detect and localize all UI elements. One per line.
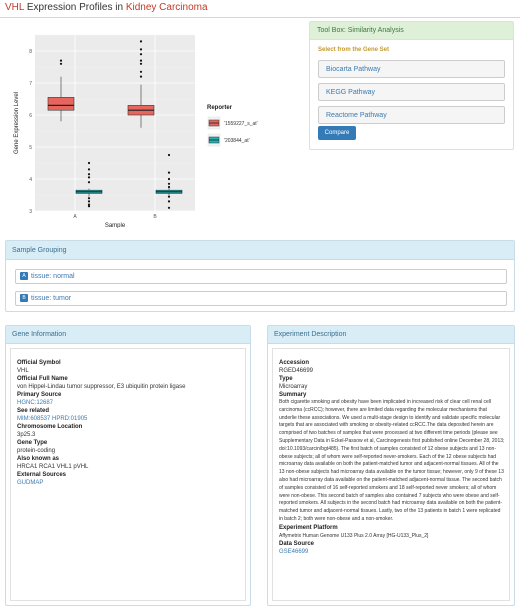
y-axis-label: Gene Expression Level <box>14 92 20 154</box>
outlier-point <box>87 161 91 165</box>
outlier-point <box>59 59 63 62</box>
reactome-pathway-button[interactable]: Reactome Pathway <box>318 106 505 124</box>
outlier-point <box>87 176 91 179</box>
outlier-point <box>87 181 91 184</box>
also-known-label: Also known as <box>17 456 60 462</box>
full-name: von Hippel-Lindau tumor suppressor, E3 u… <box>17 384 186 390</box>
external-source-link[interactable]: GUDMAP <box>17 480 44 486</box>
y-tick-label: 3 <box>29 209 32 215</box>
platform: Affymetrix Human Genome U133 Plus 2.0 Ar… <box>279 532 429 539</box>
type-label: Type <box>279 376 293 382</box>
outlier-point <box>139 40 143 43</box>
data-source-link[interactable]: GSE46699 <box>279 548 309 555</box>
compare-button[interactable]: Compare <box>318 126 356 140</box>
chromosome-location: 3p25.3 <box>17 432 36 438</box>
accession: RGED46699 <box>279 368 314 374</box>
outlier-point <box>167 200 171 203</box>
plot-background <box>35 35 195 211</box>
outlier-point <box>167 182 171 185</box>
outlier-point <box>87 205 91 208</box>
outlier-point <box>139 48 143 51</box>
kegg-pathway-button[interactable]: KEGG Pathway <box>318 83 505 101</box>
gene-type-label: Gene Type <box>17 440 48 446</box>
outlier-point <box>167 153 171 157</box>
official-symbol: VHL <box>17 368 29 374</box>
official-symbol-label: Official Symbol <box>17 360 61 366</box>
biocarta-pathway-button[interactable]: Biocarta Pathway <box>318 60 505 78</box>
y-tick-label: 7 <box>29 81 32 87</box>
x-tick-label: A <box>73 214 77 220</box>
y-tick-label: 6 <box>29 113 32 119</box>
title-middle: Expression Profiles in <box>24 2 126 13</box>
outlier-point <box>139 62 143 65</box>
gene-name: VHL <box>5 2 25 13</box>
legend-label: '1559227_s_at' <box>224 121 258 127</box>
group-label: tissue: normal <box>31 273 75 280</box>
gene-information-body: Official Symbol VHL Official Full Name v… <box>10 348 246 601</box>
outlier-point <box>139 75 143 78</box>
outlier-point <box>87 203 91 206</box>
platform-label: Experiment Platform <box>279 524 338 531</box>
box <box>47 97 75 111</box>
group-badge: B <box>20 294 28 302</box>
gene-type: protein-coding <box>17 448 56 454</box>
outlier-point <box>87 200 91 203</box>
data-source-label: Data Source <box>279 540 315 547</box>
experiment-type: Microarray <box>279 384 308 390</box>
outlier-point <box>139 53 143 56</box>
page-title: VHL Expression Profiles in Kidney Carcin… <box>5 2 208 13</box>
also-known: HRCA1 RCA1 VHL1 pVHL <box>17 464 89 470</box>
title-divider <box>0 17 520 18</box>
outlier-point <box>87 197 91 200</box>
disease-name: Kidney Carcinoma <box>125 2 208 13</box>
x-tick-label: B <box>153 214 157 220</box>
primary-source-link[interactable]: HGNC:12687 <box>17 400 54 406</box>
outlier-point <box>87 173 91 176</box>
gene-information-panel: Gene Information Official Symbol VHL Off… <box>5 325 251 606</box>
primary-source-label: Primary Source <box>17 392 62 398</box>
x-axis-label: Sample <box>105 223 126 228</box>
summary-label: Summary <box>279 392 307 398</box>
accession-label: Accession <box>279 360 310 366</box>
y-tick-label: 8 <box>29 49 32 55</box>
y-tick-label: 4 <box>29 177 32 183</box>
toolbox-title: Tool Box: Similarity Analysis <box>310 22 513 40</box>
toolbox-subtitle: Select from the Gene Set <box>318 47 390 53</box>
legend-label: '203844_at' <box>224 138 250 144</box>
experiment-description-body: Accession RGED46699 Type Microarray Summ… <box>272 348 510 601</box>
y-tick-label: 5 <box>29 145 32 151</box>
external-sources-label: External Sources <box>17 472 67 478</box>
legend-title: Reporter <box>207 105 233 111</box>
outlier-point <box>59 62 63 65</box>
gene-information-title: Gene Information <box>6 326 250 344</box>
outlier-point <box>167 171 171 174</box>
outlier-point <box>139 59 143 62</box>
outlier-point <box>167 206 171 209</box>
group-label: tissue: tumor <box>31 295 72 302</box>
sample-grouping-title: Sample Grouping <box>6 241 514 260</box>
see-related-label: See related <box>17 408 50 414</box>
outlier-point <box>87 168 91 171</box>
toolbox-panel: Tool Box: Similarity Analysis Select fro… <box>309 21 514 150</box>
group-badge: A <box>20 272 28 280</box>
outlier-point <box>167 195 171 198</box>
see-related-links[interactable]: MIM:608537 HPRD:01905 <box>17 416 88 422</box>
boxplot-svg: 3 4 5 6 7 8 A B Sample Gene Expression Level Repor… <box>14 34 258 229</box>
outlier-point <box>167 177 171 181</box>
summary-text: Both cigarette smoking and obesity have … <box>279 399 505 522</box>
full-name-label: Official Full Name <box>17 376 68 382</box>
experiment-description-title: Experiment Description <box>268 326 514 344</box>
expression-plot: 3 4 5 6 7 8 A B Sample Gene Expression Level Repor… <box>5 21 295 229</box>
experiment-description-panel: Experiment Description Accession RGED466… <box>267 325 515 606</box>
chromosome-label: Chromosome Location <box>17 424 83 430</box>
outlier-point <box>139 70 143 73</box>
outlier-point <box>167 185 171 189</box>
